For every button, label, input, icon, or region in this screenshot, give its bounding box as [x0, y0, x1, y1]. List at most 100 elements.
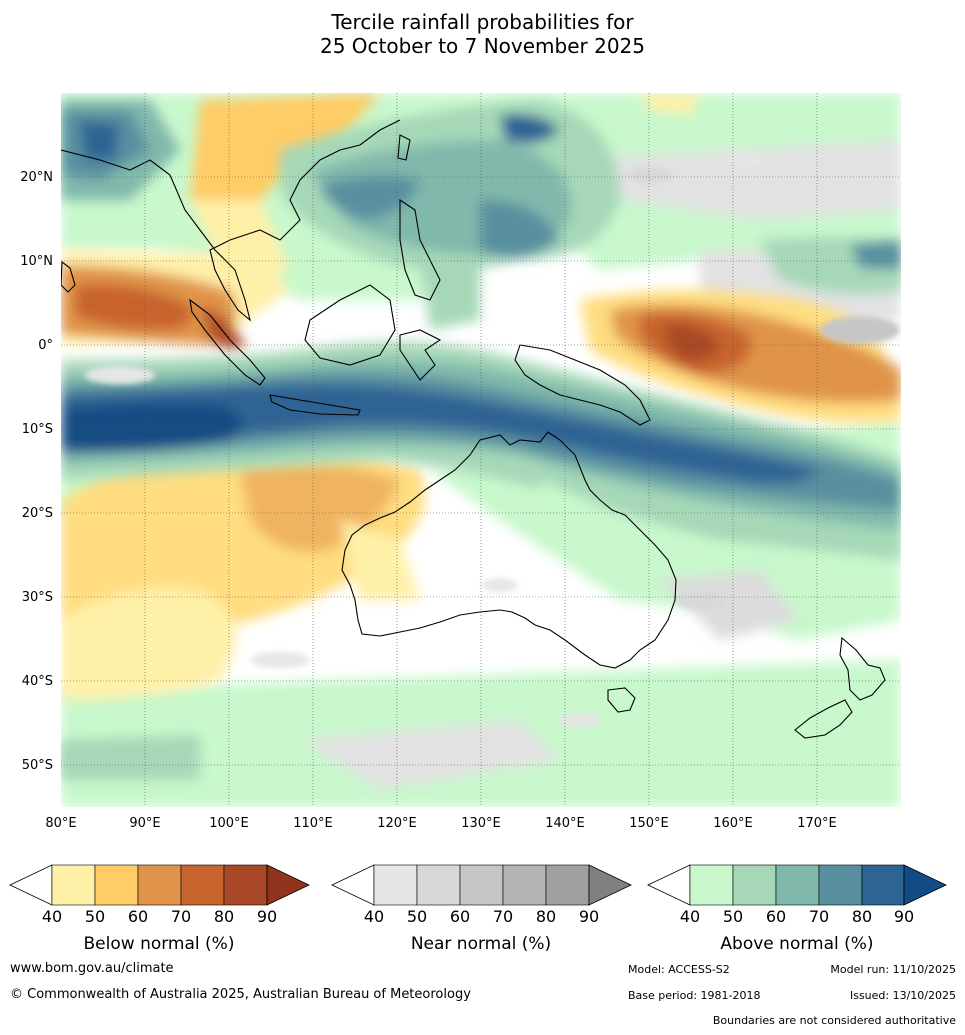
- graticule: [61, 93, 901, 807]
- tasmania-coastline: [607, 687, 636, 713]
- model-run-date: Model run: 11/10/2025: [830, 963, 956, 976]
- colorbar-tick: 90: [257, 907, 277, 926]
- lat-label: 30°S: [22, 590, 53, 605]
- copyright-notice: © Commonwealth of Australia 2025, Austra…: [10, 987, 471, 1002]
- sri-lanka-coastline: [61, 260, 76, 293]
- java-coastline: [269, 394, 361, 416]
- near-normal-40-region: [85, 366, 155, 384]
- lat-label: 50°S: [22, 758, 53, 773]
- near-normal-40-region: [250, 652, 310, 668]
- colorbar-tick: 50: [723, 907, 743, 926]
- colorbar-below-normal: 40 50 60 70 80 90 Below normal (%): [9, 864, 310, 954]
- colorbar-above-normal: 40 50 60 70 80 90 Above normal (%): [647, 864, 947, 954]
- colorbar-max-extension: [588, 864, 632, 906]
- colorbar-cell: [689, 864, 734, 906]
- above-normal-50-region: [61, 735, 200, 780]
- colorbar-cell: [775, 864, 820, 906]
- colorbar-tick: 80: [536, 907, 556, 926]
- below-normal-70-region: [75, 284, 192, 330]
- borneo-coastline: [304, 284, 396, 366]
- colorbar-cell: [545, 864, 590, 906]
- colorbar-tick: 90: [579, 907, 599, 926]
- above-normal-40-region: [540, 480, 700, 570]
- lon-label: 80°E: [45, 816, 76, 831]
- colorbar-cell: [51, 864, 96, 906]
- sumatra-coastline: [189, 298, 266, 386]
- lon-label: 160°E: [713, 816, 753, 831]
- colorbar-tick: 70: [493, 907, 513, 926]
- new-zealand-south-coastline: [794, 699, 853, 739]
- near-normal-40-region: [727, 153, 763, 167]
- colorbar-cell: [373, 864, 418, 906]
- lon-label: 120°E: [377, 816, 417, 831]
- lat-label: 20°S: [22, 506, 53, 521]
- colorbar-cell: [861, 864, 905, 906]
- latitude-labels: 20°N 10°N 0° 10°S 20°S 30°S 40°S 50°S: [20, 170, 53, 773]
- colorbar-tick: 60: [766, 907, 786, 926]
- below-normal-40-region: [640, 93, 700, 115]
- model-name: Model: ACCESS-S2: [628, 963, 730, 976]
- colorbar-tick: 70: [171, 907, 191, 926]
- below-normal-40-region: [61, 588, 236, 700]
- above-normal-70-region: [320, 176, 420, 220]
- colorbar-max-extension: [903, 864, 947, 906]
- colorbar-tick: 60: [450, 907, 470, 926]
- asia-mainland-coastline: [61, 119, 401, 322]
- above-normal-90-region: [61, 403, 243, 452]
- near-normal-40-region: [300, 720, 560, 790]
- lat-label: 20°N: [20, 170, 53, 185]
- lon-label: 150°E: [629, 816, 669, 831]
- colorbar-tick: 80: [214, 907, 234, 926]
- near-normal-40-region: [628, 167, 672, 183]
- near-normal-40-region: [558, 713, 602, 727]
- near-normal-40-region: [660, 570, 800, 640]
- colorbar-max-extension: [266, 864, 310, 906]
- colorbar-tick: 50: [85, 907, 105, 926]
- colorbar-tick: 80: [852, 907, 872, 926]
- sulawesi-coastline: [399, 329, 442, 381]
- colorbar-cell: [416, 864, 461, 906]
- new-guinea-coastline: [514, 344, 651, 426]
- boundaries-disclaimer: Boundaries are not considered authoritat…: [712, 1014, 956, 1027]
- lon-label: 130°E: [461, 816, 501, 831]
- colorbar-tick: 70: [809, 907, 829, 926]
- colorbar-tick: 40: [364, 907, 384, 926]
- colorbar-cell: [137, 864, 182, 906]
- above-normal-50-region: [420, 260, 480, 330]
- lat-label: 10°S: [22, 422, 53, 437]
- lon-label: 90°E: [129, 816, 160, 831]
- colorbar-title: Below normal (%): [84, 934, 235, 954]
- below-normal-40-region: [340, 520, 420, 600]
- colorbar-cell: [732, 864, 777, 906]
- philippines-coastline: [399, 198, 441, 301]
- lon-label: 140°E: [545, 816, 585, 831]
- colorbar-title: Above normal (%): [720, 934, 873, 954]
- map-title-line-2: 25 October to 7 November 2025: [319, 34, 646, 58]
- colorbar-tick: 60: [128, 907, 148, 926]
- colorbar-min-extension: [331, 864, 375, 906]
- above-normal-80-region: [61, 384, 820, 484]
- probability-field: [61, 93, 901, 807]
- colorbar-cell: [180, 864, 225, 906]
- website-link[interactable]: www.bom.gov.au/climate: [10, 961, 174, 976]
- above-normal-80-region: [80, 120, 120, 160]
- colorbar-tick: 50: [407, 907, 427, 926]
- below-normal-80-region: [665, 324, 720, 361]
- lon-label: 170°E: [797, 816, 837, 831]
- above-normal-70-region: [850, 240, 901, 270]
- lon-label: 100°E: [209, 816, 249, 831]
- map-title-line-1: Tercile rainfall probabilities for: [331, 10, 634, 34]
- longitude-labels: 80°E 90°E 100°E 110°E 120°E 130°E 140°E …: [45, 816, 836, 831]
- new-zealand-north-coastline: [839, 636, 886, 701]
- colorbar-min-extension: [9, 864, 53, 906]
- colorbar-tick: 40: [680, 907, 700, 926]
- lat-label: 0°: [38, 338, 53, 353]
- near-normal-40-region: [675, 591, 725, 609]
- colorbar-min-extension: [647, 864, 691, 906]
- lat-label: 10°N: [20, 254, 53, 269]
- colorbar-cell: [459, 864, 504, 906]
- base-period: Base period: 1981-2018: [628, 989, 761, 1002]
- colorbar-tick: 40: [42, 907, 62, 926]
- near-normal-spots: [85, 153, 900, 727]
- taiwan-coastline: [397, 134, 411, 161]
